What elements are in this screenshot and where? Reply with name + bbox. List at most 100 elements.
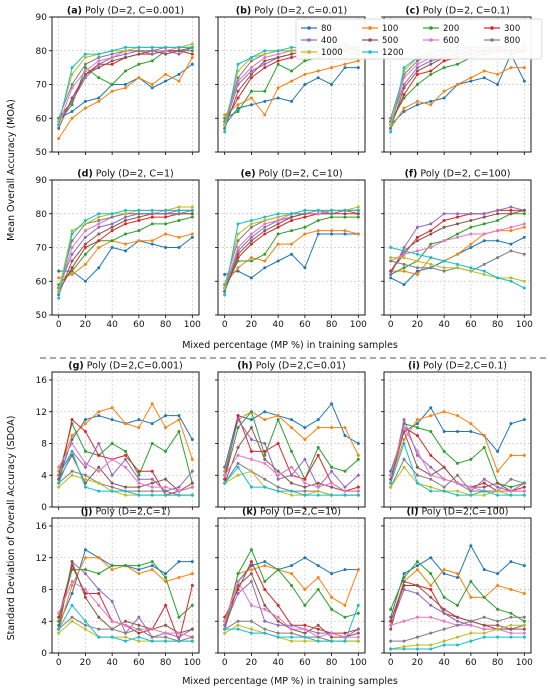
bottom-x-axis-label: Mixed percentage (MP %) in training samp…	[182, 676, 398, 687]
data-point	[402, 645, 406, 649]
data-point	[496, 208, 500, 212]
data-point	[290, 481, 293, 485]
data-point	[190, 42, 194, 46]
data-point	[415, 103, 419, 107]
data-point	[429, 256, 433, 260]
data-point	[236, 103, 240, 107]
data-point	[249, 66, 253, 70]
data-point	[164, 215, 168, 219]
data-point	[456, 252, 459, 256]
y-tick-label: 4	[41, 471, 47, 481]
data-point	[290, 252, 293, 256]
data-point	[290, 572, 293, 576]
data-point	[137, 572, 141, 576]
data-point	[137, 426, 141, 430]
data-point	[236, 239, 240, 243]
data-point	[402, 93, 406, 97]
panel-title-text: Poly (D=2, C=0.01)	[251, 6, 347, 17]
data-point	[83, 99, 87, 103]
y-tick-label: 60	[36, 277, 48, 287]
data-point	[97, 591, 101, 595]
data-point	[164, 426, 168, 430]
data-point	[429, 99, 433, 103]
data-point	[124, 449, 127, 453]
series-line-80	[224, 67, 359, 126]
data-point	[303, 556, 307, 560]
data-point	[263, 225, 267, 229]
data-point	[402, 266, 406, 270]
x-tick-label: 0	[388, 658, 394, 668]
data-point	[236, 572, 240, 576]
data-point	[263, 52, 267, 56]
data-point	[276, 615, 280, 619]
data-point	[137, 635, 141, 639]
data-point	[124, 422, 127, 426]
data-point	[482, 627, 486, 631]
data-point	[70, 83, 74, 86]
panel-title: (e) Poly (D=2, C=10)	[240, 169, 342, 180]
data-point	[522, 481, 526, 485]
data-point	[482, 76, 486, 80]
data-point	[124, 631, 127, 635]
data-point	[442, 572, 446, 576]
data-point	[469, 623, 473, 627]
data-point	[83, 627, 87, 631]
data-point	[150, 481, 154, 485]
data-point	[150, 441, 154, 445]
data-point	[263, 266, 267, 270]
series-line-500	[224, 426, 359, 492]
data-point	[97, 52, 101, 56]
data-point	[83, 222, 87, 226]
data-point	[177, 219, 181, 222]
data-point	[263, 49, 267, 53]
data-point	[442, 96, 446, 100]
data-point	[276, 631, 280, 635]
data-point	[316, 576, 320, 580]
data-point	[456, 232, 459, 236]
data-point	[164, 635, 168, 639]
y-tick-label: 70	[36, 81, 48, 91]
legend-marker	[307, 26, 311, 30]
data-point	[164, 493, 168, 497]
data-point	[137, 639, 141, 643]
data-point	[190, 457, 194, 461]
data-point	[429, 242, 433, 246]
data-point	[83, 485, 87, 489]
data-point	[442, 489, 446, 493]
data-point	[469, 232, 473, 236]
data-point	[97, 410, 101, 414]
legend-marker	[429, 38, 433, 42]
y-tick-label: 16	[36, 376, 48, 386]
data-point	[316, 639, 320, 643]
series-line-1000	[58, 43, 193, 122]
data-point	[290, 418, 293, 422]
data-point	[223, 619, 227, 623]
data-point	[343, 232, 347, 236]
data-point	[150, 489, 154, 493]
data-point	[110, 457, 114, 461]
data-point	[415, 453, 419, 457]
y-tick-label: 80	[36, 47, 48, 57]
data-point	[343, 469, 347, 473]
data-point	[415, 647, 419, 651]
data-point	[290, 449, 293, 453]
data-point	[164, 52, 168, 56]
data-point	[223, 631, 227, 635]
data-point	[316, 564, 320, 568]
data-point	[83, 252, 87, 256]
data-point	[509, 229, 513, 233]
data-point	[263, 89, 267, 93]
x-tick-label: 60	[465, 320, 477, 330]
data-point	[124, 453, 127, 457]
data-point	[316, 426, 320, 430]
data-point	[263, 56, 267, 59]
data-point	[429, 62, 433, 66]
data-point	[469, 212, 473, 216]
data-point	[57, 611, 61, 615]
panel-a: 50 60 70 80 90 (a) Poly (D=2, C=0.001)	[36, 6, 200, 158]
data-point	[164, 49, 168, 53]
data-point	[263, 62, 267, 66]
data-point	[456, 643, 459, 647]
data-point	[83, 242, 87, 246]
data-point	[276, 215, 280, 219]
